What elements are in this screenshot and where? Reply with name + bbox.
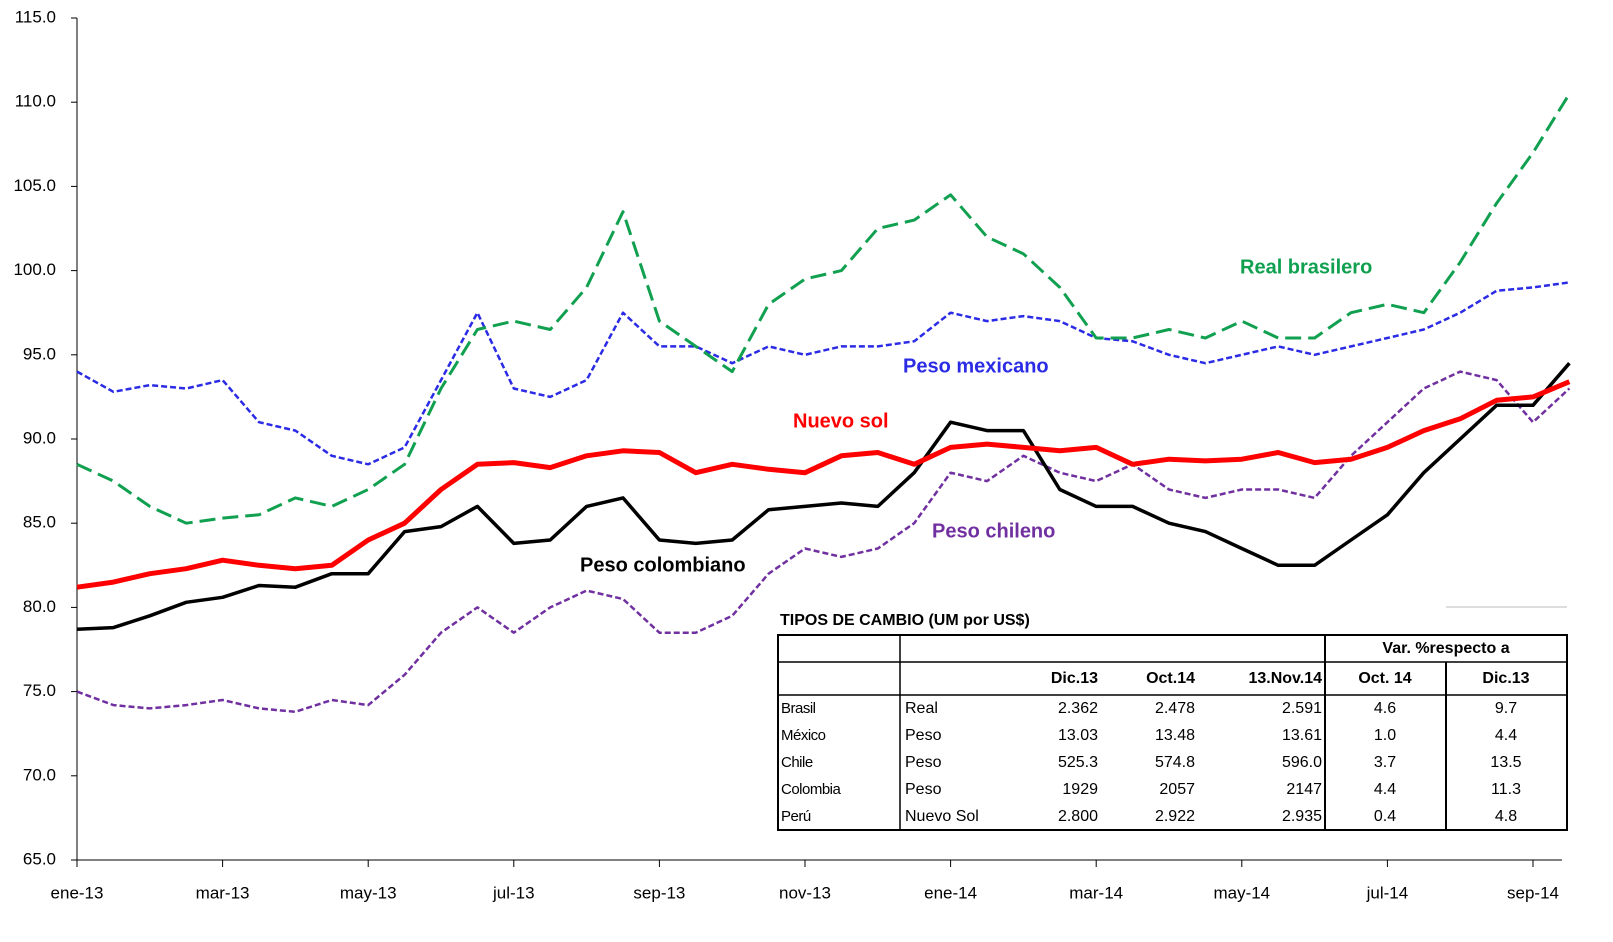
- y-tick-label: 65.0: [23, 849, 56, 868]
- table-cell: 13.5: [1490, 754, 1521, 771]
- table-column-header: 13.Nov.14: [1248, 670, 1322, 687]
- series-label: Real brasilero: [1240, 256, 1372, 278]
- table-cell: 4.6: [1374, 700, 1396, 717]
- table-cell: 2057: [1159, 781, 1195, 798]
- table-cell: Peso: [905, 754, 942, 771]
- y-tick-label: 105.0: [13, 176, 56, 195]
- table-cell: Perú: [781, 808, 811, 825]
- table-cell: Chile: [781, 754, 813, 771]
- table-cell: Nuevo Sol: [905, 808, 979, 825]
- series-label: Nuevo sol: [793, 410, 889, 432]
- x-tick-label: may-14: [1213, 883, 1270, 902]
- table-cell: 2.800: [1058, 808, 1098, 825]
- x-tick-label: nov-13: [779, 883, 831, 902]
- y-tick-label: 115.0: [15, 7, 56, 26]
- series-line: [76, 281, 1570, 466]
- table-cell: Colombia: [781, 781, 842, 798]
- table-cell: 9.7: [1495, 700, 1517, 717]
- series-line: [76, 93, 1571, 525]
- x-tick-label: sep-13: [633, 883, 685, 902]
- table-column-header: Oct. 14: [1358, 670, 1411, 687]
- table-column-header: Oct.14: [1146, 670, 1195, 687]
- table-cell: 4.4: [1374, 781, 1396, 798]
- table-cell: 2.362: [1058, 700, 1098, 717]
- table-title: TIPOS DE CAMBIO (UM por US$): [780, 612, 1030, 629]
- x-tick-label: may-13: [340, 883, 397, 902]
- series-line: [76, 362, 1571, 632]
- table-column-header: Dic.13: [1051, 670, 1098, 687]
- table-column-header: Dic.13: [1482, 670, 1529, 687]
- table-cell: 596.0: [1282, 754, 1322, 771]
- x-tick-label: jul-14: [1366, 883, 1409, 902]
- table-cell: 4.8: [1495, 808, 1517, 825]
- table-cell: 13.03: [1058, 727, 1098, 744]
- series-label: Peso mexicano: [903, 355, 1049, 377]
- table-border: [777, 634, 1568, 831]
- table-cell: 525.3: [1058, 754, 1098, 771]
- table-cell: 2.478: [1155, 700, 1195, 717]
- y-tick-label: 95.0: [23, 344, 56, 363]
- table-cell: 2.922: [1155, 808, 1195, 825]
- table-cell: Brasil: [781, 700, 816, 717]
- series-line: [76, 379, 1571, 590]
- table-cell: 0.4: [1374, 808, 1396, 825]
- table-cell: Peso: [905, 727, 942, 744]
- exchange-table: TIPOS DE CAMBIO (UM por US$) Var. %respec…: [770, 606, 1570, 836]
- table-background: [770, 606, 1570, 836]
- x-tick-label: jul-13: [492, 883, 535, 902]
- table-cell: México: [781, 727, 826, 744]
- table-cell: 13.48: [1155, 727, 1195, 744]
- y-tick-label: 75.0: [23, 681, 56, 700]
- table-cell: 574.8: [1155, 754, 1195, 771]
- table-cell: 13.61: [1282, 727, 1322, 744]
- y-tick-label: 90.0: [23, 428, 56, 447]
- y-tick-label: 80.0: [23, 597, 56, 616]
- series-label: Peso colombiano: [580, 554, 746, 576]
- table-cell: Peso: [905, 781, 942, 798]
- y-tick-label: 100.0: [13, 260, 56, 279]
- y-tick-label: 85.0: [23, 513, 56, 532]
- x-tick-label: sep-14: [1507, 883, 1559, 902]
- table-cell: 2.591: [1282, 700, 1322, 717]
- table-cell: 4.4: [1495, 727, 1517, 744]
- y-tick-label: 70.0: [23, 765, 56, 784]
- table-cell: 2147: [1286, 781, 1322, 798]
- table-cell: 11.3: [1491, 781, 1521, 798]
- table-cell: 3.7: [1374, 754, 1396, 771]
- x-tick-label: mar-13: [196, 883, 250, 902]
- series-label: Peso chileno: [932, 520, 1055, 542]
- table-group-header: Var. %respecto a: [1382, 640, 1509, 657]
- x-tick-label: ene-14: [924, 883, 977, 902]
- table-cell: 2.935: [1282, 808, 1322, 825]
- table-cell: Real: [905, 700, 938, 717]
- x-tick-label: mar-14: [1069, 883, 1123, 902]
- table-cell: 1.0: [1374, 727, 1396, 744]
- series-line: [76, 370, 1571, 714]
- table-cell: 1929: [1062, 781, 1098, 798]
- y-tick-label: 110.0: [15, 92, 56, 111]
- x-tick-label: ene-13: [51, 883, 104, 902]
